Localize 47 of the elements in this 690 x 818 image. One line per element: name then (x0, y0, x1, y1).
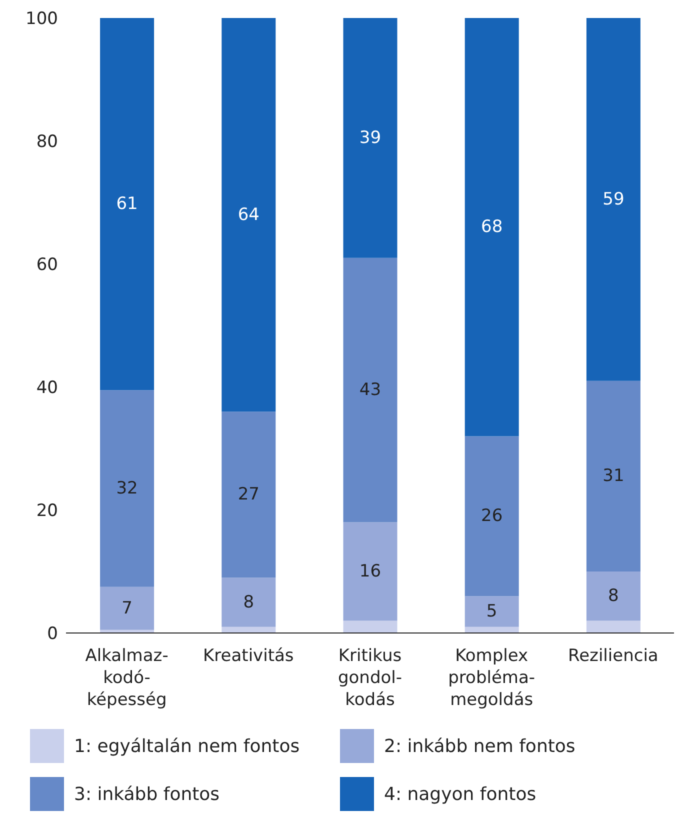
data-label: 59 (602, 189, 624, 210)
bar (343, 620, 398, 633)
legend-label: 1: egyáltalán nem fontos (74, 736, 300, 756)
data-label: 61 (116, 194, 138, 214)
y-tick-label: 0 (47, 624, 58, 644)
y-tick-label: 100 (26, 9, 58, 30)
data-label: 26 (481, 506, 503, 526)
data-label: 16 (359, 562, 382, 582)
bar (586, 18, 640, 381)
data-label: 5 (486, 601, 498, 622)
bar (586, 620, 640, 633)
bar (100, 18, 154, 390)
y-tick-label: 20 (36, 501, 58, 522)
y-tick-label: 60 (36, 255, 58, 276)
data-label: 27 (238, 484, 260, 505)
data-label: 39 (359, 128, 382, 148)
legend-label: 3: inkább fontos (74, 784, 220, 804)
y-tick-label: 40 (36, 378, 58, 398)
bar (100, 586, 154, 630)
bar (222, 578, 276, 627)
data-label: 64 (238, 204, 260, 225)
bar (586, 380, 640, 572)
bar (343, 18, 398, 258)
bar (343, 522, 398, 621)
data-label: 8 (243, 592, 254, 612)
bar (222, 18, 276, 412)
bar (464, 18, 519, 436)
data-label: 32 (116, 478, 138, 498)
legend-label: 4: nagyon fontos (384, 784, 536, 804)
x-tick-label: Reziliencia (568, 646, 658, 666)
x-tick-label: Komplex probléma- megoldás (448, 646, 536, 710)
bar (586, 572, 640, 621)
bar (100, 390, 154, 587)
bar (464, 436, 519, 596)
data-label: 68 (481, 217, 503, 238)
x-tick-label: Kreativitás (203, 646, 294, 666)
data-label: 8 (608, 586, 619, 606)
data-label: 7 (122, 598, 132, 618)
bar (343, 258, 398, 522)
x-tick-label: Alkalmaz- kodó- képesség (85, 646, 168, 710)
data-label: 31 (602, 466, 624, 486)
y-tick-label: 80 (36, 132, 58, 152)
legend-label: 2: inkább nem fontos (384, 736, 576, 756)
bar (222, 412, 276, 578)
x-tick-label: Kritikus gondol- kodás (338, 646, 402, 710)
data-label: 43 (359, 380, 382, 400)
bar (464, 596, 519, 627)
